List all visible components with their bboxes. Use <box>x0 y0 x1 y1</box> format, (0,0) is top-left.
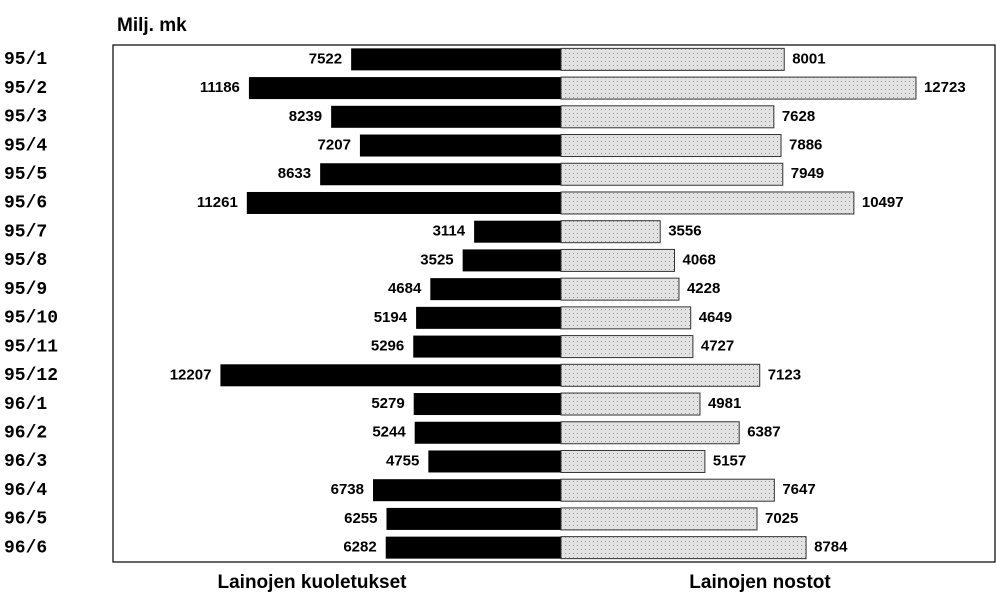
bar <box>560 335 694 359</box>
category-label: 96/2 <box>4 424 47 444</box>
bar <box>359 134 561 157</box>
bar <box>560 134 782 158</box>
bar <box>430 278 561 301</box>
category-label: 96/6 <box>4 538 47 558</box>
value-label: 5279 <box>371 395 404 412</box>
legend-label: Lainojen kuoletukset <box>218 572 408 593</box>
value-label: 5296 <box>371 338 404 355</box>
value-label: 4684 <box>388 280 422 297</box>
bar <box>560 47 785 71</box>
category-label: 96/4 <box>4 481 47 501</box>
bar <box>560 220 661 244</box>
plot-frame <box>112 44 996 563</box>
category-label: 95/12 <box>4 366 58 386</box>
category-label: 95/9 <box>4 280 47 300</box>
bar <box>385 536 561 559</box>
category-label: 96/1 <box>4 395 47 415</box>
category-label: 95/10 <box>4 309 58 329</box>
value-label: 11186 <box>200 79 240 96</box>
bar <box>560 162 784 186</box>
bar <box>560 449 706 473</box>
bar <box>560 392 701 416</box>
value-label: 8633 <box>278 165 311 182</box>
value-label: 7886 <box>789 136 822 153</box>
bar <box>560 536 807 560</box>
bar <box>560 105 775 129</box>
value-label: 3525 <box>420 251 453 268</box>
category-label: 95/11 <box>4 337 58 357</box>
bar <box>373 479 561 502</box>
value-label: 7647 <box>782 481 815 498</box>
value-label: 6282 <box>343 539 376 556</box>
value-label: 12207 <box>170 366 212 383</box>
value-label: 4649 <box>699 309 732 326</box>
bar <box>428 450 561 473</box>
value-label: 7123 <box>768 366 801 383</box>
value-label: 6255 <box>344 510 377 527</box>
bar <box>320 163 561 186</box>
bar <box>351 48 561 71</box>
bar <box>248 77 562 100</box>
value-label: 7628 <box>782 108 815 125</box>
bar <box>246 191 561 214</box>
category-label: 96/3 <box>4 452 47 472</box>
category-label: 95/3 <box>4 108 47 128</box>
bar <box>331 105 561 128</box>
bar <box>462 249 561 272</box>
category-label: 95/2 <box>4 79 47 99</box>
bar <box>560 363 761 387</box>
bar <box>414 421 561 444</box>
value-label: 5244 <box>372 424 406 441</box>
category-label: 95/5 <box>4 165 47 185</box>
category-label: 96/5 <box>4 510 47 530</box>
bar <box>416 306 561 329</box>
value-label: 5157 <box>713 452 746 469</box>
value-label: 7025 <box>765 510 798 527</box>
value-label: 6387 <box>747 424 780 441</box>
unit-label: Milj. mk <box>117 15 187 36</box>
value-label: 5194 <box>374 309 408 326</box>
value-label: 4981 <box>708 395 741 412</box>
bar <box>560 421 740 445</box>
bar <box>560 248 675 272</box>
bar <box>386 507 561 530</box>
value-label: 7949 <box>791 165 824 182</box>
category-label: 95/1 <box>4 50 47 70</box>
value-label: 4755 <box>386 452 419 469</box>
value-label: 8001 <box>792 50 825 67</box>
value-label: 3114 <box>433 223 466 240</box>
value-label: 8784 <box>814 539 848 556</box>
category-label: 95/7 <box>4 222 47 242</box>
category-label: 95/4 <box>4 136 47 156</box>
bar <box>220 364 562 387</box>
bar <box>413 393 561 416</box>
bar <box>560 191 855 215</box>
value-label: 3556 <box>668 223 701 240</box>
bar <box>560 76 917 100</box>
bar <box>560 277 680 301</box>
bar <box>560 478 775 502</box>
bar <box>474 220 561 243</box>
category-label: 95/8 <box>4 251 47 271</box>
value-label: 8239 <box>289 108 322 125</box>
value-label: 4228 <box>687 280 720 297</box>
category-label: 95/6 <box>4 194 47 214</box>
value-label: 11261 <box>197 194 238 211</box>
value-label: 4727 <box>701 338 734 355</box>
bar <box>413 335 561 358</box>
value-label: 7522 <box>309 50 342 67</box>
value-label: 10497 <box>862 194 904 211</box>
value-label: 4068 <box>682 251 715 268</box>
value-label: 6738 <box>331 481 364 498</box>
bar <box>560 306 692 330</box>
value-label: 12723 <box>924 79 966 96</box>
value-label: 7207 <box>318 136 351 153</box>
bar <box>560 507 758 531</box>
legend-label: Lainojen nostot <box>689 572 831 593</box>
